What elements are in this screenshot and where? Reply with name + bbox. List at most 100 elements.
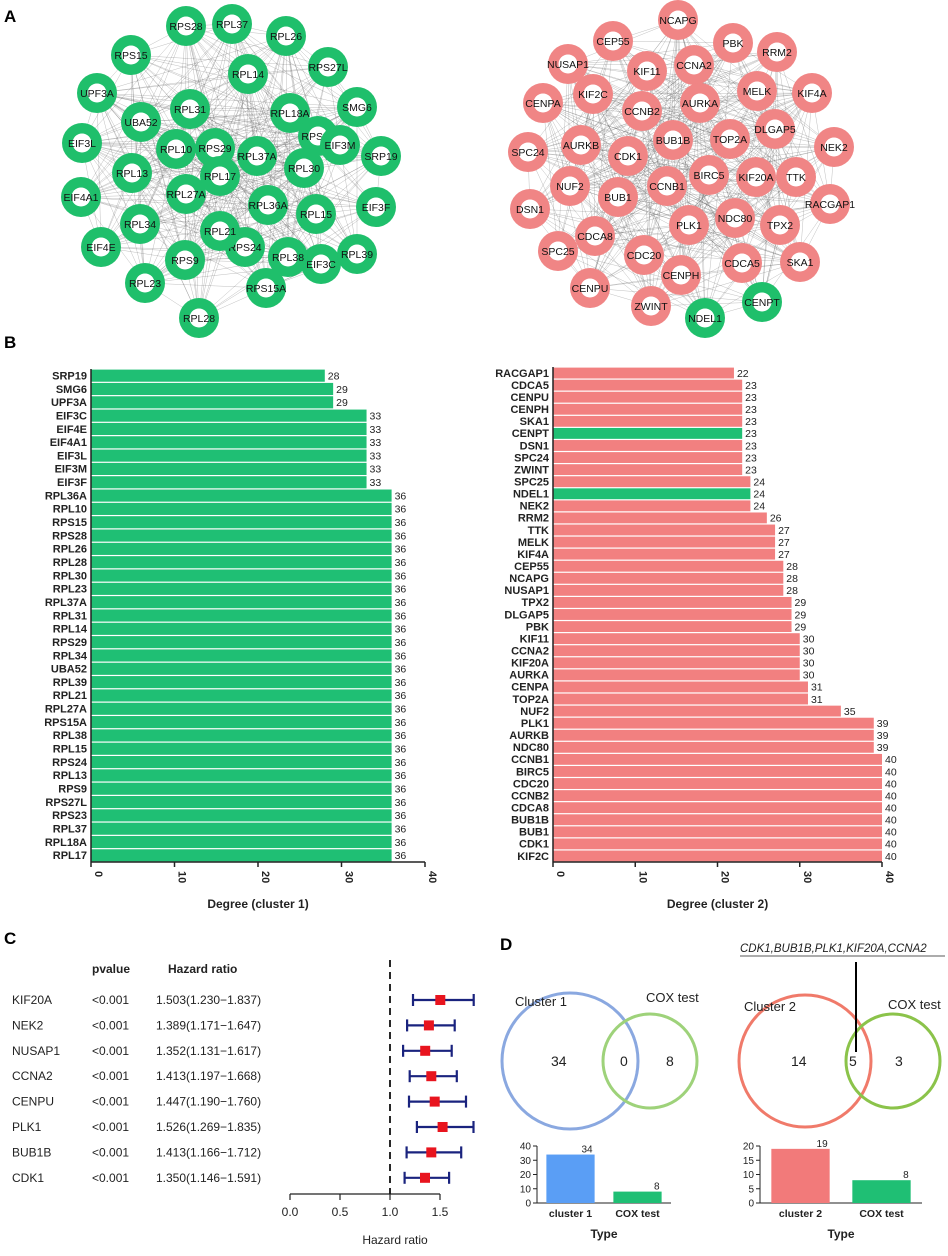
- forest-hr-marker: [429, 1096, 440, 1107]
- node-label: RPL26: [270, 31, 302, 43]
- node-hole: [637, 61, 657, 81]
- net1-edge: [231, 23, 305, 169]
- node-hole: [222, 14, 242, 34]
- net2-edge: [542, 102, 559, 252]
- net2-node-ccna2: CCNA2: [674, 45, 714, 85]
- c1-bar-rpl10: [91, 502, 392, 515]
- s2-axis-title: Type: [827, 1227, 854, 1241]
- net2-node-cdca5: CDCA5: [722, 243, 762, 283]
- node-label: RPL28: [183, 313, 215, 325]
- c2-bar-cdca8: [553, 802, 882, 814]
- c1-value-rpl14: 36: [395, 624, 407, 636]
- s1-tick-label-20: 20: [520, 1170, 532, 1181]
- c1-label-upf3a: UPF3A: [51, 397, 87, 409]
- node-label: RPL10: [160, 144, 192, 156]
- venn-count-overlap-1: 0: [620, 1053, 628, 1069]
- c2-value-cenpu: 23: [745, 392, 757, 404]
- c2-tick-label-10: 10: [636, 871, 648, 883]
- c1-bar-rps15: [91, 516, 392, 529]
- net2-edge: [527, 151, 591, 289]
- net2-node-kif2c: KIF2C: [573, 74, 613, 114]
- c2-value-kif4a: 27: [778, 549, 790, 561]
- node-label: NEK2: [820, 142, 848, 154]
- c1-bar-eif3f: [91, 476, 367, 489]
- c1-bar-rps28: [91, 529, 392, 542]
- c1-value-rps24: 36: [395, 757, 407, 769]
- node-hole: [533, 93, 553, 113]
- node-hole: [135, 273, 155, 293]
- node-label: RPS24: [228, 242, 261, 254]
- node-hole: [121, 45, 141, 65]
- net1-edge: [131, 172, 267, 289]
- c1-value-rpl23: 36: [395, 584, 407, 596]
- node-label: CENPT: [744, 297, 780, 309]
- node-hole: [690, 93, 710, 113]
- node-label: NDEL1: [688, 313, 722, 325]
- net2-edge: [569, 70, 648, 187]
- net1-node-rpl15: RPL15: [296, 194, 336, 234]
- node-label: SMG6: [342, 102, 372, 114]
- net2-edge: [592, 93, 596, 237]
- net2-node-aurka: AURKA: [680, 83, 720, 123]
- c2-label-ncapg: NCAPG: [509, 573, 549, 585]
- node-hole: [657, 176, 677, 196]
- c2-bar-spc24: [553, 452, 743, 463]
- net2-edge: [567, 63, 571, 187]
- c2-bar-plk1: [553, 717, 874, 729]
- node-label: SKA1: [787, 257, 814, 269]
- node-label: KIF20A: [738, 172, 773, 184]
- net2-node-nek2: NEK2: [814, 127, 854, 167]
- forest-hr-marker: [420, 1045, 431, 1056]
- c2-bar-melk: [553, 536, 776, 548]
- net2-edge: [580, 144, 652, 307]
- forest-hr-text: 1.352(1.131−1.617): [156, 1044, 261, 1058]
- c2-label-kif2c: KIF2C: [517, 851, 549, 863]
- node-label: DSN1: [516, 204, 544, 216]
- small-bar-chart-1: 0 10 20 30 40 34 cluster 1 8 COX test Type: [520, 1142, 671, 1241]
- s2-bar-cluster-2: [771, 1148, 830, 1203]
- c2-value-rrm2: 26: [770, 513, 782, 525]
- net2-edge: [529, 208, 652, 307]
- c2-value-cep55: 28: [786, 561, 798, 573]
- net1-node-rpl21: RPL21: [200, 211, 240, 251]
- c1-label-rps15: RPS15: [52, 517, 87, 529]
- net1-edge: [184, 155, 258, 261]
- c1-bar-eif3m: [91, 462, 367, 475]
- node-hole: [583, 84, 603, 104]
- net1-node-rpl13: RPL13: [112, 153, 152, 193]
- s2-category-cox-test: COX test: [859, 1208, 904, 1220]
- c2-value-zwint: 23: [745, 464, 757, 476]
- c2-label-spc25: SPC25: [514, 476, 549, 488]
- net1-edge: [198, 73, 249, 319]
- net1-node-rpl17: RPL17: [200, 156, 240, 196]
- node-label: RPL37: [216, 19, 248, 31]
- net1-edge: [96, 92, 102, 248]
- c1-label-rps23: RPS23: [52, 810, 87, 822]
- net1-edge: [81, 142, 221, 177]
- node-label: RPL31: [174, 104, 206, 116]
- c1-value-eif4e: 33: [370, 424, 382, 436]
- c1-value-uba52: 36: [395, 664, 407, 676]
- net1-edge: [140, 112, 291, 123]
- c2-label-aurka: AURKA: [509, 670, 549, 682]
- c2-bar-ndc80: [553, 741, 874, 753]
- forest-tick-label-0-5: 0.5: [332, 1205, 349, 1219]
- c2-value-kif20a: 30: [803, 658, 815, 670]
- net2-edge: [589, 287, 763, 303]
- c2-value-ccna2: 30: [803, 646, 815, 658]
- node-label: CCNB1: [649, 181, 685, 193]
- node-hole: [278, 247, 298, 267]
- node-label: CDCA5: [724, 258, 760, 270]
- net1-edge: [139, 167, 305, 225]
- net1-edge: [131, 172, 200, 319]
- net2-edge: [666, 185, 763, 303]
- venn-circle-cluster-2: [737, 993, 873, 1129]
- forest-gene: PLK1: [12, 1120, 42, 1134]
- net2-node-cenpa: CENPA: [523, 83, 563, 123]
- venn-circle-cox-1: [601, 1012, 699, 1110]
- node-hole: [166, 139, 186, 159]
- net1-node-rpl37: RPL37: [212, 4, 252, 44]
- node-hole: [668, 10, 688, 30]
- node-hole: [580, 278, 600, 298]
- node-label: RPL17: [204, 171, 236, 183]
